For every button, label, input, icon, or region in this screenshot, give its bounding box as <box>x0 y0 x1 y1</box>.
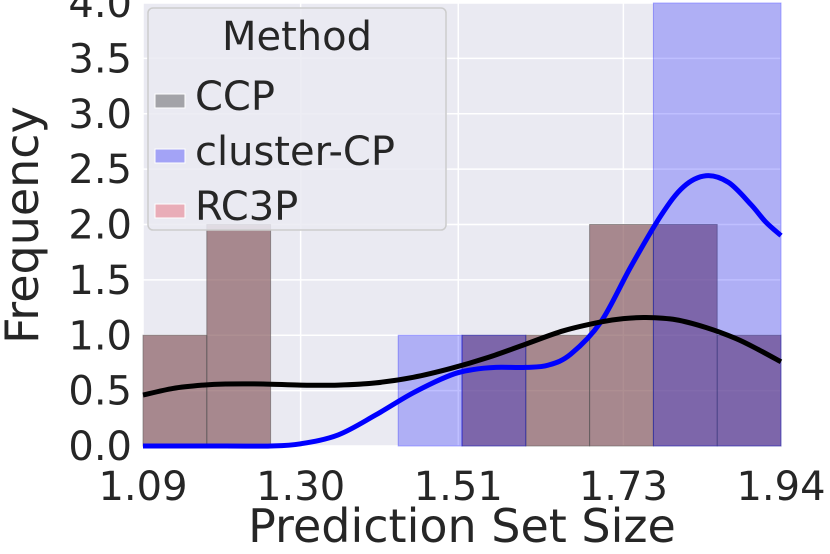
legend-title: Method <box>222 14 372 60</box>
legend-box <box>147 7 447 231</box>
x-axis-title: Prediction Set Size <box>248 499 676 553</box>
rc3p-bar <box>653 224 718 446</box>
legend-swatch-rc3p <box>154 203 186 219</box>
legend: Method CCP cluster-CP RC3P <box>147 7 447 231</box>
y-tick-label: 2.0 <box>68 203 132 249</box>
histogram-bars <box>142 2 782 447</box>
x-tick-label: 1.09 <box>98 464 187 510</box>
cluster-cp-bar <box>461 334 527 447</box>
legend-label-cluster-cp: cluster-CP <box>195 129 395 175</box>
ccp-bar <box>589 224 654 447</box>
x-tick-label: 1.51 <box>414 464 503 510</box>
ccp-bar <box>525 334 591 447</box>
y-tick-label: 1.5 <box>68 258 132 304</box>
cluster-cp-bar <box>397 334 463 447</box>
legend-swatch-cluster-cp <box>154 148 186 164</box>
rc3p-bar <box>589 224 654 446</box>
x-axis-ticks: 1.09 1.30 1.51 1.73 1.94 <box>98 464 825 510</box>
x-tick-label: 1.94 <box>736 464 825 510</box>
legend-swatch-ccp <box>154 93 186 109</box>
kde-curves <box>142 173 783 449</box>
y-tick-label: 1.0 <box>68 313 132 359</box>
ccp-bar <box>206 224 272 447</box>
rc3p-bar <box>525 335 590 446</box>
x-tick-label: 1.73 <box>579 464 668 510</box>
y-tick-label: 3.0 <box>68 92 132 138</box>
y-axis-ticks: 0.0 0.5 1.0 1.5 2.0 2.5 3.0 3.5 4.0 <box>68 0 132 470</box>
legend-label-ccp: CCP <box>195 74 275 120</box>
y-axis-title: Frequency <box>0 106 49 344</box>
y-tick-label: 3.5 <box>68 36 132 82</box>
cluster-cp-bar <box>652 2 782 447</box>
y-tick-label: 0.5 <box>68 369 132 415</box>
x-tick-label: 1.30 <box>256 464 345 510</box>
legend-label-rc3p: RC3P <box>195 184 298 230</box>
y-tick-label: 2.5 <box>68 147 132 193</box>
rc3p-bar <box>206 224 271 446</box>
y-tick-label: 0.0 <box>68 424 132 470</box>
cluster-cp-kde-line <box>142 173 783 449</box>
ccp-kde-line <box>142 314 783 398</box>
y-tick-label: 4.0 <box>68 0 132 27</box>
ccp-bar <box>652 224 718 447</box>
